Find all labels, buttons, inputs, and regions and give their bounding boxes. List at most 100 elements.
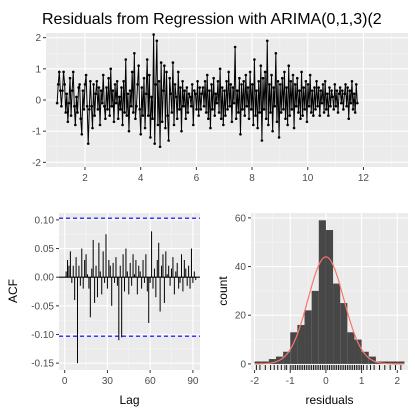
- residual-point: [194, 92, 197, 96]
- residual-point: [71, 70, 75, 74]
- residual-point: [64, 111, 68, 114]
- residual-series-points: [55, 33, 359, 149]
- residual-point: [125, 114, 129, 117]
- residual-point: [348, 89, 352, 92]
- residual-point: [86, 142, 90, 145]
- residual-point: [233, 45, 237, 49]
- residual-point: [207, 117, 210, 120]
- residual-point: [181, 80, 184, 83]
- residual-point: [69, 114, 73, 117]
- residual-point: [254, 114, 257, 117]
- residual-point: [282, 108, 285, 111]
- residual-point: [131, 111, 135, 114]
- acf-x-axis-title: Lag: [119, 393, 139, 407]
- y-tick-label: -1: [32, 127, 41, 138]
- residual-point: [244, 73, 248, 77]
- residual-point: [264, 117, 268, 120]
- residual-point: [167, 139, 170, 142]
- residual-point: [74, 123, 77, 127]
- residual-point: [331, 95, 334, 99]
- residual-point: [156, 123, 160, 127]
- residual-point: [79, 117, 83, 120]
- residual-point: [319, 89, 323, 92]
- residual-point: [150, 95, 153, 99]
- x-tick-label: 2: [82, 173, 88, 184]
- residual-point: [301, 114, 304, 117]
- residual-point: [350, 80, 354, 83]
- residual-point: [222, 123, 225, 127]
- residual-point: [166, 114, 169, 117]
- residual-point: [78, 83, 81, 86]
- residual-point: [137, 64, 140, 68]
- histogram-bar: [311, 290, 319, 364]
- y-tick-label: 0.05: [35, 244, 55, 255]
- residual-point: [330, 89, 333, 92]
- residual-point: [299, 117, 302, 120]
- residual-point: [302, 86, 306, 89]
- residual-point: [326, 92, 329, 96]
- residual-point: [277, 136, 281, 139]
- residual-point: [159, 61, 163, 64]
- residual-point: [354, 83, 358, 86]
- residual-point: [174, 95, 178, 99]
- residual-point: [114, 101, 118, 105]
- histogram-x-axis-title: residuals: [305, 393, 353, 407]
- residual-point: [218, 67, 222, 71]
- residual-point: [288, 114, 292, 117]
- residual-point: [82, 108, 86, 111]
- residual-point: [215, 101, 219, 105]
- residual-point: [126, 92, 130, 96]
- residual-point: [112, 120, 116, 124]
- residual-point: [62, 70, 65, 74]
- residual-point: [96, 108, 100, 111]
- residual-point: [57, 70, 61, 74]
- residual-point: [182, 104, 185, 108]
- residual-point: [216, 80, 220, 83]
- residual-point: [224, 114, 227, 117]
- residual-point: [95, 80, 99, 83]
- residual-point: [212, 76, 215, 80]
- residual-point: [171, 61, 175, 64]
- residual-point: [276, 80, 280, 83]
- residual-point: [320, 101, 324, 105]
- y-tick-label: 40: [235, 262, 247, 273]
- histogram-bar: [383, 361, 391, 364]
- histogram-bar: [254, 361, 262, 364]
- residual-point: [154, 83, 158, 86]
- residual-point: [148, 73, 151, 77]
- residual-point: [268, 83, 271, 86]
- histogram-bar: [347, 332, 355, 364]
- acf-bars: [59, 217, 200, 364]
- histogram-bars: [254, 220, 405, 364]
- residual-point: [59, 89, 62, 92]
- residual-point: [321, 83, 325, 86]
- residual-point: [235, 89, 239, 92]
- y-tick-label: 1: [35, 64, 41, 75]
- residual-point: [72, 104, 76, 108]
- residual-point: [243, 114, 247, 117]
- y-tick-label: -0.10: [31, 330, 54, 341]
- residual-point: [246, 86, 250, 89]
- residual-point: [322, 111, 326, 114]
- residual-point: [298, 89, 301, 92]
- residual-point: [180, 129, 183, 133]
- residual-point: [213, 114, 217, 117]
- histogram-bar: [354, 339, 362, 364]
- residual-point: [214, 92, 218, 96]
- residual-point: [209, 126, 212, 130]
- residual-point: [297, 111, 300, 114]
- residual-point: [91, 126, 94, 130]
- residual-point: [103, 104, 106, 108]
- residual-point: [170, 111, 174, 114]
- residual-point: [284, 117, 287, 120]
- residual-point: [278, 83, 282, 86]
- histogram-bar: [340, 303, 348, 364]
- histogram-bar: [397, 361, 405, 364]
- residual-point: [175, 117, 179, 120]
- histogram-bar: [390, 361, 398, 364]
- residual-point: [337, 92, 341, 96]
- residual-point: [81, 89, 85, 92]
- residual-point: [347, 117, 351, 120]
- y-tick-label: -0.05: [31, 301, 54, 312]
